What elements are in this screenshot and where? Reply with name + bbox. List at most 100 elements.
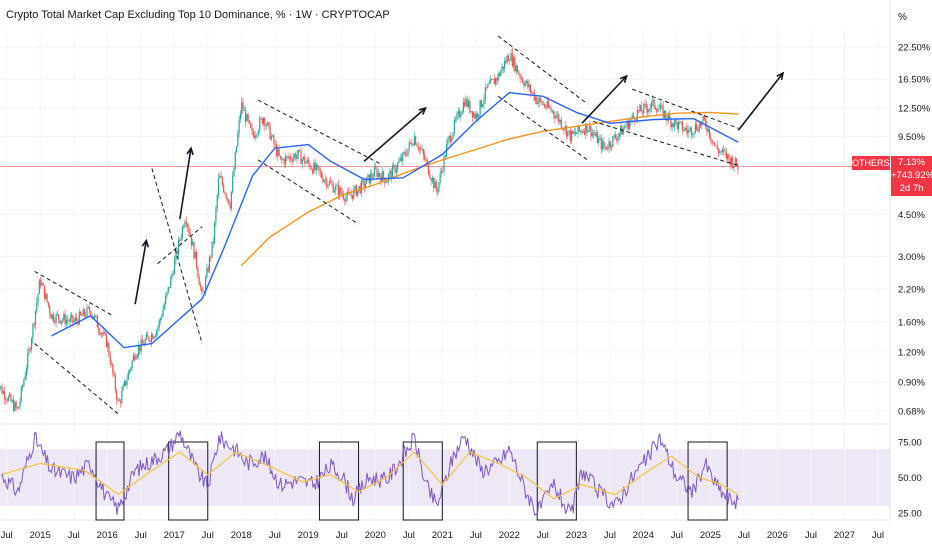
candle-body: [506, 55, 508, 63]
price-tick-label: 0.90%: [898, 377, 925, 388]
price-tick-label: 22.50%: [898, 42, 931, 53]
candle-body: [462, 101, 464, 112]
candle-body: [627, 120, 629, 129]
candle-body: [422, 149, 425, 155]
candle-body: [427, 162, 430, 175]
candle-body: [404, 152, 406, 155]
candle-body: [125, 381, 127, 386]
candle-body: [36, 302, 38, 312]
candle-body: [732, 157, 734, 169]
candle-body: [219, 175, 221, 178]
candle-body: [705, 118, 707, 127]
candle-body: [470, 111, 472, 113]
candle-body: [473, 113, 475, 118]
descending-channels: [34, 35, 739, 415]
candle-body: [697, 129, 699, 132]
candle-body: [94, 315, 96, 318]
candle-body: [537, 101, 539, 104]
candle-body: [497, 73, 499, 81]
candle-body: [415, 136, 417, 145]
candle-body: [679, 121, 681, 123]
rsi-tick-label: 25.00: [898, 508, 922, 519]
candle-body: [12, 400, 15, 411]
candle-body: [46, 293, 48, 302]
candle-body: [226, 198, 229, 200]
time-tick-label: Jul: [470, 530, 482, 541]
candle-body: [264, 118, 266, 127]
candle-body: [95, 315, 97, 317]
candle-body: [29, 348, 31, 350]
candle-body: [448, 135, 450, 139]
candle-body: [59, 319, 61, 324]
candle-body: [639, 105, 641, 112]
candle-body: [408, 142, 410, 149]
candle-body: [186, 224, 189, 228]
candle-body: [322, 177, 324, 183]
candle-body: [389, 170, 391, 175]
candle-body: [364, 183, 367, 188]
candle-body: [188, 227, 190, 233]
candle-body: [366, 177, 368, 184]
candle-body: [112, 363, 114, 374]
candle-body: [460, 114, 462, 117]
candle-body: [28, 348, 30, 353]
candle-body: [64, 314, 66, 325]
time-tick-label: Jul: [805, 530, 817, 541]
time-axis-ticks: Jul 2015 Jul 2016 Jul 2017 Jul 2018 Jul 2019 Jul 20…: [1, 530, 884, 541]
candle-body: [501, 66, 503, 72]
candle-body: [400, 157, 403, 161]
candle-body: [670, 118, 672, 128]
candle-body: [91, 315, 93, 317]
candle-body: [24, 375, 26, 380]
candle-body: [180, 237, 182, 241]
time-tick-label: 2027: [834, 530, 855, 541]
candle-body: [698, 123, 700, 132]
candle-body: [662, 105, 664, 118]
channel-line-upper: [157, 226, 203, 265]
candle-body: [558, 114, 560, 123]
candle-body: [82, 309, 84, 316]
ma-long-line: [240, 111, 739, 267]
rsi-highlight-box: [168, 441, 209, 521]
candle-body: [225, 194, 227, 199]
candle-body: [518, 72, 520, 75]
candle-body: [406, 154, 408, 156]
candle-body: [319, 171, 321, 173]
candle-body: [430, 178, 432, 182]
candle-body: [502, 66, 504, 69]
candle-body: [719, 151, 721, 153]
candle-body: [559, 119, 561, 123]
candle-body: [394, 165, 396, 173]
candle-body: [491, 79, 493, 81]
candle-body: [654, 107, 657, 110]
candle-body: [147, 334, 149, 337]
candle-body: [27, 352, 29, 369]
candle-body: [556, 114, 559, 117]
candle-body: [158, 320, 160, 328]
candle-body: [604, 147, 606, 148]
candle-body: [452, 132, 454, 139]
candle-body: [715, 145, 717, 146]
candle-body: [9, 394, 11, 397]
candle-body: [308, 159, 310, 164]
arrow-shaft: [179, 148, 192, 220]
candle-body: [126, 379, 128, 386]
candle-body: [418, 147, 421, 150]
candle-body: [199, 284, 202, 288]
candle-body: [519, 74, 521, 79]
candle-body: [166, 292, 168, 297]
candle-body: [81, 314, 83, 316]
candle-body: [527, 80, 529, 88]
candle-body: [706, 126, 708, 132]
candle-body: [631, 115, 633, 119]
candle-body: [113, 373, 115, 376]
candle-body: [275, 144, 278, 157]
candle-body: [119, 400, 122, 403]
candle-body: [600, 137, 602, 150]
candle-body: [21, 386, 24, 388]
candle-body: [274, 144, 276, 145]
grid: [0, 28, 890, 520]
candle-body: [457, 110, 459, 115]
candle-body: [242, 102, 244, 111]
